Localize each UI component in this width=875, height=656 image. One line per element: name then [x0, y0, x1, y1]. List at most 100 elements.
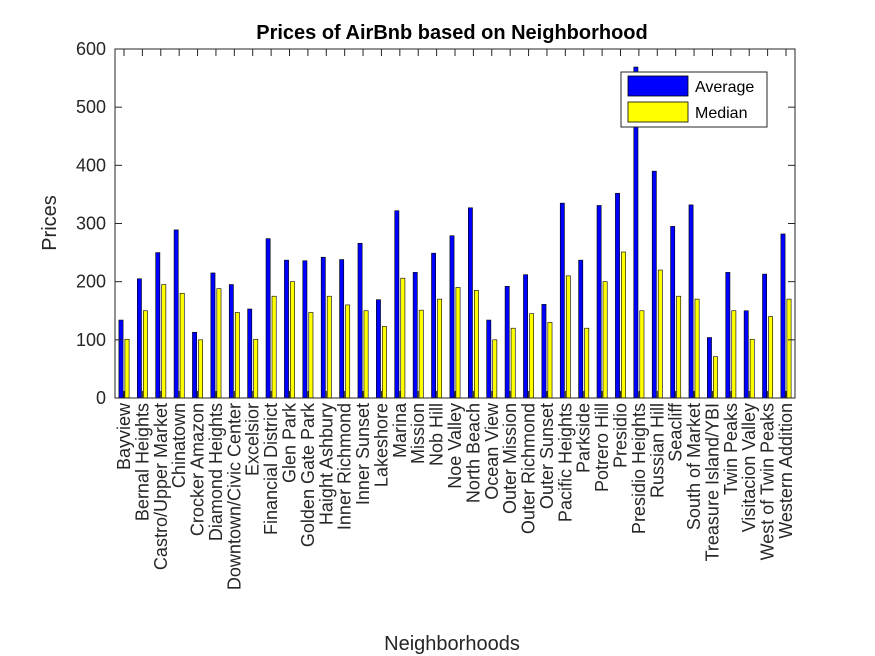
- bar-median-15: [400, 277, 406, 399]
- bar-median-32: [713, 356, 718, 399]
- bar-average-12: [339, 259, 345, 399]
- bar-median-36: [786, 298, 792, 399]
- x-tick-label: Outer Richmond: [519, 403, 539, 534]
- bar-median-14: [382, 326, 387, 399]
- x-tick-label: North Beach: [463, 403, 483, 503]
- x-tick-label: Marina: [390, 402, 410, 458]
- x-tick-label: Inner Sunset: [353, 403, 373, 505]
- x-tick-label: Russian Hill: [647, 403, 667, 498]
- bar-median-13: [363, 310, 369, 399]
- y-axis: 0 100 200 300 400 500 600: [76, 39, 795, 408]
- bar-average-19: [467, 207, 473, 399]
- x-tick-label: Pacific Heights: [555, 403, 575, 522]
- x-tick-label: Excelsior: [243, 403, 263, 476]
- bar-median-7: [253, 338, 259, 399]
- legend-label-average: Average: [695, 79, 754, 96]
- x-tick-label: Diamond Heights: [206, 403, 226, 541]
- y-tick-label: 600: [76, 39, 106, 59]
- x-tick-label: Haight Ashbury: [316, 403, 336, 525]
- bar-average-26: [596, 205, 602, 399]
- bar-median-8: [271, 295, 277, 399]
- bar-median-10: [308, 312, 314, 399]
- bar-average-6: [228, 284, 234, 399]
- bar-median-20: [492, 339, 498, 399]
- x-tick-label: West of Twin Peaks: [758, 403, 778, 560]
- x-tick-label: Ocean View: [482, 402, 502, 500]
- legend-swatch-median: [627, 101, 689, 123]
- bar-median-17: [437, 298, 443, 399]
- bar-average-33: [725, 272, 731, 399]
- bar-average-2: [155, 252, 161, 399]
- bar-average-1: [136, 278, 142, 399]
- x-tick-label: Bernal Heights: [132, 403, 152, 521]
- bar-average-31: [688, 204, 694, 399]
- bar-average-10: [302, 260, 308, 399]
- bar-average-14: [376, 299, 381, 399]
- bar-average-32: [707, 337, 712, 399]
- bar-average-36: [780, 233, 786, 399]
- bar-average-16: [412, 272, 418, 399]
- bar-average-29: [651, 170, 657, 399]
- x-tick-label: Seacliff: [666, 402, 686, 462]
- x-tick-label: Visitacion Valley: [739, 403, 759, 532]
- bar-median-19: [473, 290, 479, 399]
- bar-median-9: [290, 281, 295, 399]
- bar-average-0: [118, 319, 124, 399]
- x-tick-label: Financial District: [261, 403, 281, 535]
- bar-median-22: [529, 313, 534, 399]
- bar-average-24: [559, 202, 565, 399]
- x-tick-label: Crocker Amazon: [188, 403, 208, 536]
- x-tick-label: Presidio: [611, 403, 631, 468]
- bar-median-16: [418, 309, 424, 399]
- x-tick-label: Castro/Upper Market: [151, 403, 171, 570]
- bar-median-0: [124, 338, 130, 399]
- y-tick-label: 500: [76, 97, 106, 117]
- bar-average-13: [357, 242, 363, 399]
- bar-median-28: [639, 310, 645, 399]
- bar-median-27: [621, 251, 626, 399]
- bar-median-35: [768, 316, 774, 399]
- bar-median-33: [731, 310, 737, 399]
- bar-median-1: [142, 310, 148, 399]
- y-tick-label: 400: [76, 155, 106, 175]
- bar-average-22: [523, 274, 528, 399]
- x-tick-label: Lakeshore: [371, 403, 391, 487]
- bar-average-7: [247, 308, 253, 399]
- bar-average-3: [173, 229, 179, 399]
- bar-median-30: [676, 295, 682, 399]
- bar-average-5: [210, 272, 216, 399]
- bar-median-25: [584, 327, 590, 399]
- x-tick-label: Potrero Hill: [592, 403, 612, 492]
- x-tick-label: South of Market: [684, 403, 704, 530]
- y-tick-label: 100: [76, 330, 106, 350]
- bar-median-18: [455, 287, 461, 399]
- bar-average-35: [762, 273, 768, 399]
- bar-median-31: [694, 298, 700, 399]
- x-tick-label: Nob Hill: [427, 403, 447, 466]
- x-tick-label: Glen Park: [280, 402, 300, 483]
- x-tick-label: Twin Peaks: [721, 403, 741, 495]
- chart-title: Prices of AirBnb based on Neighborhood: [256, 22, 648, 44]
- bar-median-24: [565, 275, 571, 399]
- bar-median-26: [602, 281, 608, 399]
- bar-average-8: [265, 238, 271, 399]
- bar-median-3: [179, 292, 185, 399]
- x-tick-label: Mission: [408, 403, 428, 464]
- bar-median-5: [216, 288, 222, 399]
- x-tick-label: Inner Richmond: [335, 403, 355, 530]
- bar-average-23: [541, 304, 547, 399]
- bar-average-18: [449, 235, 455, 399]
- x-tick-label: Presidio Heights: [629, 403, 649, 534]
- bar-average-9: [284, 259, 289, 399]
- y-tick-label: 300: [76, 214, 106, 234]
- bar-median-6: [234, 312, 240, 399]
- legend-swatch-average: [627, 75, 689, 97]
- x-tick-label: Parkside: [574, 403, 594, 473]
- x-axis-label: Neighborhoods: [384, 633, 520, 655]
- bar-average-27: [615, 192, 620, 399]
- bar-median-34: [749, 338, 755, 399]
- x-tick-label: Western Addition: [776, 403, 796, 539]
- bar-median-2: [161, 284, 167, 399]
